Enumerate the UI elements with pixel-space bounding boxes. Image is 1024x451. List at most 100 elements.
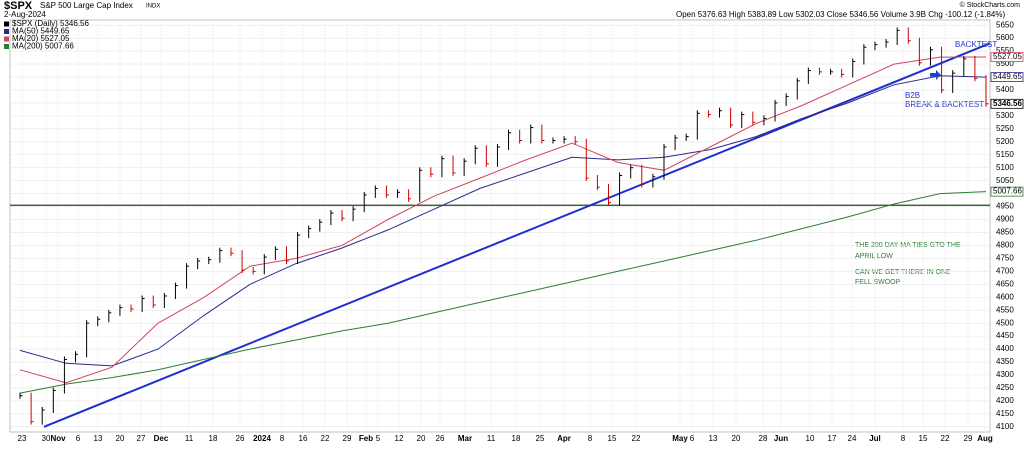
price-bar	[563, 136, 567, 144]
legend-value: 5007.66	[45, 42, 74, 51]
y-tick-label: 4700	[996, 266, 1014, 275]
x-tick-label: 11	[185, 434, 194, 443]
price-bar	[319, 219, 323, 232]
price-bar	[918, 37, 922, 66]
x-tick-label: 15	[919, 434, 928, 443]
legend-label: MA(200) 5007.66	[12, 42, 74, 51]
x-tick-label: 24	[848, 434, 857, 443]
x-tick-label: 20	[116, 434, 125, 443]
value-tag	[990, 72, 1024, 82]
price-bar	[208, 256, 212, 264]
value-tag	[990, 186, 1024, 197]
y-tick-label: 4950	[996, 202, 1014, 211]
price-bar	[896, 27, 900, 46]
price-bar	[985, 75, 989, 107]
plot-area	[9, 19, 991, 433]
x-tick-label: 11	[487, 434, 496, 443]
x-tick-label: 26	[436, 434, 445, 443]
price-bar	[97, 316, 101, 327]
y-tick-label: 5100	[996, 163, 1014, 172]
x-tick-label: 12	[395, 434, 404, 443]
price-bar	[941, 46, 945, 93]
price-bar	[496, 143, 500, 167]
price-bar	[974, 55, 978, 82]
x-tick-label: 20	[732, 434, 741, 443]
x-tick-label: Apr	[557, 434, 571, 443]
y-tick-label: 4450	[996, 331, 1014, 340]
price-bar	[774, 99, 778, 122]
x-tick-label: 8	[280, 434, 285, 443]
price-bar	[696, 110, 700, 140]
legend-value: 5527.05	[40, 34, 69, 43]
price-bar	[274, 246, 278, 261]
price-bar	[397, 189, 401, 198]
price-bar	[674, 134, 678, 150]
x-tick-label: Dec	[154, 434, 169, 443]
y-tick-label: 5050	[996, 176, 1014, 185]
x-tick-label: 5	[376, 434, 381, 443]
subtitle: S&P 500 Large Cap Index	[40, 1, 133, 10]
legend-swatch	[4, 36, 9, 42]
price-bar	[652, 173, 656, 188]
price-bar	[430, 167, 434, 178]
legend-name: MA(50)	[12, 27, 39, 36]
x-tick-label: 23	[18, 434, 27, 443]
price-bar	[52, 387, 56, 413]
price-bar	[630, 164, 634, 179]
symbol: $SPX	[4, 0, 33, 12]
price-bar	[641, 164, 645, 188]
price-bar	[952, 70, 956, 93]
x-tick-label: 20	[417, 434, 426, 443]
price-bar	[41, 406, 45, 425]
price-bar	[285, 246, 289, 264]
exchange: INDX	[146, 4, 160, 10]
legend-value: 5346.56	[60, 19, 89, 28]
price-bar	[863, 44, 867, 65]
price-bar	[363, 191, 367, 213]
value-tag-label: 5449.65	[993, 72, 1022, 81]
price-bar	[519, 129, 523, 144]
price-bar	[30, 392, 34, 425]
x-tick-label: 22	[632, 434, 641, 443]
price-bar	[419, 167, 423, 202]
price-bar	[163, 292, 167, 309]
price-bar	[86, 320, 90, 358]
legend-label: $SPX (Daily) 5346.56	[12, 19, 90, 28]
x-tick-label: 25	[536, 434, 545, 443]
value-tag-label: 5007.66	[993, 187, 1022, 196]
y-tick-label: 4550	[996, 305, 1014, 314]
legend-swatch	[4, 44, 9, 49]
x-tick-label: Mar	[458, 434, 472, 443]
price-bar	[230, 247, 234, 257]
x-tick-label: 29	[343, 434, 352, 443]
price-bar	[885, 39, 889, 48]
x-tick-label: 6	[76, 434, 81, 443]
price-bar	[730, 107, 734, 128]
y-tick-label: 4800	[996, 241, 1014, 250]
price-bar	[552, 137, 556, 144]
y-tick-label: 5300	[996, 111, 1014, 120]
y-tick-label: 4500	[996, 318, 1014, 327]
price-bar	[297, 232, 301, 264]
price-bar	[574, 136, 578, 145]
price-bar	[441, 155, 445, 178]
legend-name: MA(200)	[12, 42, 43, 51]
price-bar	[530, 124, 534, 144]
y-tick-label: 5500	[996, 59, 1014, 68]
x-tick-label: 8	[588, 434, 593, 443]
x-tick-label: 30	[42, 434, 51, 443]
x-tick-label: 17	[828, 434, 837, 443]
price-bar	[408, 189, 412, 202]
price-bar	[752, 111, 756, 126]
x-tick-label: May	[672, 434, 688, 443]
arrow	[930, 70, 941, 80]
y-tick-label: 5650	[996, 20, 1014, 29]
price-bar	[152, 295, 156, 309]
x-tick-label: 22	[941, 434, 950, 443]
y-tick-label: 4350	[996, 357, 1014, 366]
price-bar	[585, 138, 589, 182]
x-tick-label: 18	[209, 434, 218, 443]
price-bar	[197, 257, 201, 270]
legend-name: $SPX (Daily)	[12, 19, 58, 28]
price-bar	[119, 304, 123, 316]
